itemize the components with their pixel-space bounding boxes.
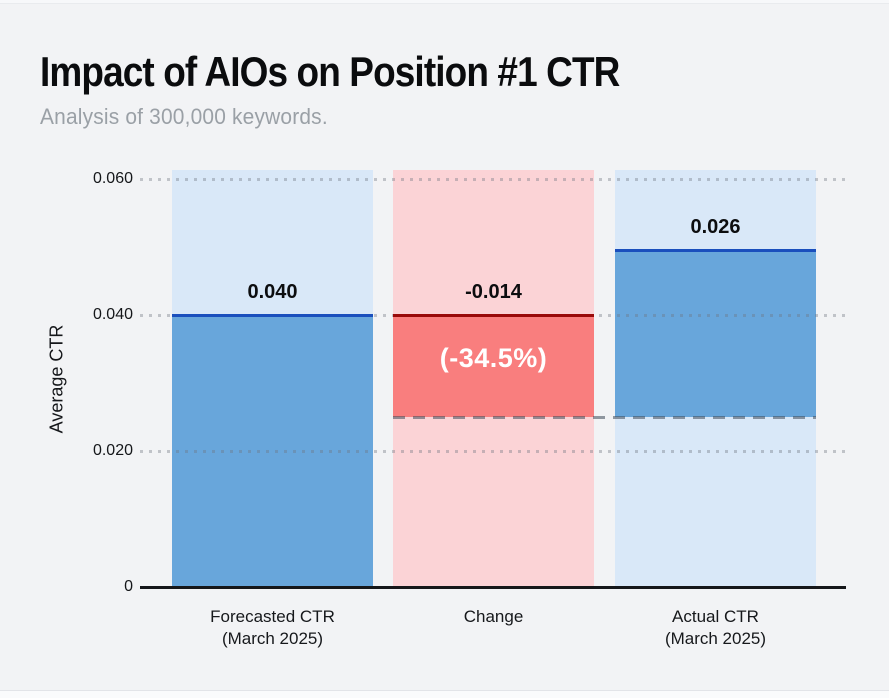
y-axis-tick-label: 0.060 bbox=[92, 169, 133, 187]
bar-value-label: 0.026 bbox=[690, 216, 741, 239]
top-edge-strip bbox=[0, 0, 889, 4]
y-axis-tick-label: 0.020 bbox=[92, 441, 133, 459]
bar-value-label: 0.040 bbox=[247, 280, 298, 303]
x-axis-category-line: Change bbox=[463, 607, 524, 626]
x-axis-category-line: (March 2025) bbox=[221, 629, 324, 648]
chart-subtitle: Analysis of 300,000 keywords. bbox=[40, 104, 328, 129]
x-axis-line bbox=[140, 586, 846, 589]
y-axis-tick-label: 0.040 bbox=[92, 305, 133, 323]
x-axis-category-line: (March 2025) bbox=[664, 629, 767, 648]
bar-top-line bbox=[615, 249, 816, 253]
y-axis-tick-label: 0 bbox=[124, 578, 133, 595]
bar-top-line bbox=[172, 313, 373, 317]
bottom-edge-strip bbox=[0, 691, 889, 698]
x-axis-category-label: Actual CTR (March 2025) bbox=[575, 606, 856, 650]
x-axis-category-label: Change bbox=[353, 606, 634, 628]
gridline bbox=[140, 177, 846, 181]
bottom-divider bbox=[0, 690, 889, 691]
x-axis-category-line: Actual CTR bbox=[672, 607, 759, 626]
bar-value-label: -0.014 bbox=[465, 280, 522, 303]
plot-area: 0.040 Forecasted CTR (March 2025) -0.014 (-3… bbox=[140, 170, 846, 648]
x-axis-category-label: Forecasted CTR (March 2025) bbox=[132, 606, 413, 650]
gridline bbox=[140, 449, 846, 453]
bar-top-line bbox=[393, 313, 594, 317]
y-axis-tick-labels: 0.060 0.040 0.020 0 bbox=[0, 169, 133, 595]
dashed-connector-line bbox=[393, 415, 816, 419]
bar-segment bbox=[172, 314, 373, 587]
chart-title: Impact of AIOs on Position #1 CTR bbox=[40, 48, 620, 95]
bar-percent-label: (-34.5%) bbox=[439, 342, 548, 373]
bar-segment bbox=[393, 314, 594, 417]
x-axis-category-line: Forecasted CTR bbox=[210, 607, 335, 626]
bar-segment bbox=[615, 250, 816, 417]
